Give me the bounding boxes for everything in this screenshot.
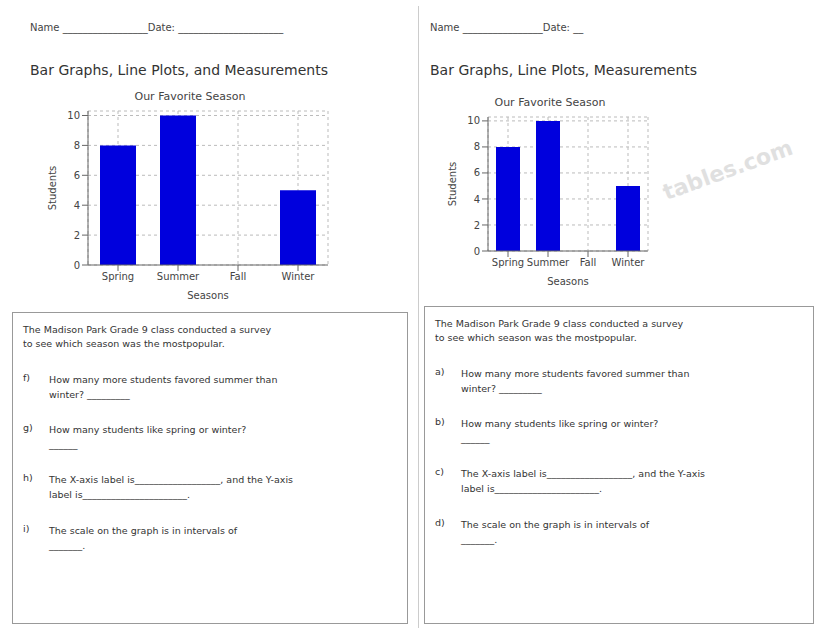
- html-text:The X-axis label is___________: The X-axis label is__________________, a…: [461, 468, 705, 495]
- svg-text:Students: Students: [447, 162, 458, 207]
- html-text:i): i): [23, 522, 30, 534]
- svg-text:6: 6: [474, 167, 480, 178]
- svg-text:Seasons: Seasons: [187, 290, 229, 301]
- html-text:The scale on the graph is in i: The scale on the graph is in intervals o…: [49, 524, 238, 551]
- html-text:The X-axis label is___________: The X-axis label is__________________, a…: [49, 474, 293, 501]
- svg-text:Seasons: Seasons: [547, 276, 589, 287]
- html-text:g): g): [23, 421, 33, 433]
- html-text:How many more students favored: How many more students favored summer th…: [461, 367, 690, 394]
- svg-text:Winter: Winter: [282, 271, 316, 282]
- html-text:Bar Graphs, Line Plots, Measur: Bar Graphs, Line Plots, Measurements: [430, 62, 698, 78]
- svg-text:0: 0: [474, 246, 480, 257]
- html-text:d): d): [435, 516, 445, 528]
- html-text:Our Favorite Season: Our Favorite Season: [494, 96, 606, 109]
- svg-text:6: 6: [74, 170, 80, 181]
- svg-text:10: 10: [467, 115, 480, 126]
- html-text:Name ________________Date: __: Name ________________Date: __: [430, 22, 584, 33]
- svg-text:Students: Students: [47, 166, 58, 211]
- html-text:Our Favorite Season: Our Favorite Season: [134, 90, 246, 103]
- html-text:How many students like spring: How many students like spring or winter?…: [49, 423, 247, 451]
- svg-text:Spring: Spring: [492, 257, 524, 268]
- html-text:b): b): [435, 415, 445, 427]
- html-text:h): h): [23, 472, 33, 484]
- html-text:tables.com: tables.com: [659, 135, 796, 205]
- svg-text:4: 4: [474, 194, 480, 205]
- html-text:Bar Graphs, Line Plots, and Me: Bar Graphs, Line Plots, and Measurements: [30, 62, 328, 78]
- html-text:a): a): [435, 365, 445, 377]
- html-text:f): f): [23, 371, 31, 383]
- svg-text:Summer: Summer: [157, 271, 200, 282]
- svg-text:0: 0: [74, 260, 80, 271]
- html-text:The Madison Park Grade 9 class: The Madison Park Grade 9 class conducted…: [435, 318, 684, 344]
- svg-text:2: 2: [74, 230, 80, 241]
- html-text:How many students like spring: How many students like spring or winter?…: [461, 417, 659, 445]
- html-text:c): c): [435, 466, 444, 478]
- svg-text:8: 8: [74, 140, 80, 151]
- svg-text:Winter: Winter: [612, 257, 646, 268]
- svg-text:10: 10: [67, 110, 80, 121]
- svg-text:Summer: Summer: [527, 257, 570, 268]
- svg-text:Fall: Fall: [230, 271, 247, 282]
- svg-text:8: 8: [474, 141, 480, 152]
- html-text:The scale on the graph is in i: The scale on the graph is in intervals o…: [461, 518, 650, 545]
- svg-text:Spring: Spring: [102, 271, 134, 282]
- html-text:The Madison Park Grade 9 class: The Madison Park Grade 9 class conducted…: [23, 324, 272, 350]
- svg-text:Fall: Fall: [580, 257, 597, 268]
- svg-text:4: 4: [74, 200, 80, 211]
- html-text:Name _________________Date: __: Name _________________Date: ____________…: [30, 22, 284, 33]
- html-text:How many more students favored: How many more students favored summer th…: [49, 373, 278, 400]
- svg-text:2: 2: [474, 220, 480, 231]
